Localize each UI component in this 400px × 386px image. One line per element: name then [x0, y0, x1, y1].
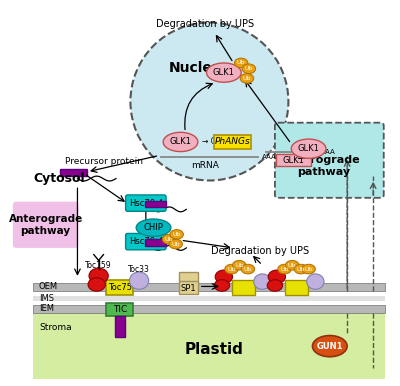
Text: Ub: Ub	[244, 267, 252, 272]
Ellipse shape	[291, 139, 326, 158]
FancyBboxPatch shape	[214, 135, 251, 149]
Text: Toc33: Toc33	[128, 264, 150, 274]
FancyBboxPatch shape	[60, 169, 87, 176]
Ellipse shape	[130, 272, 149, 290]
FancyBboxPatch shape	[178, 272, 198, 282]
Text: GLK1: GLK1	[282, 156, 304, 165]
Text: CHIP: CHIP	[144, 223, 164, 232]
Ellipse shape	[162, 234, 176, 244]
FancyBboxPatch shape	[33, 305, 385, 313]
Ellipse shape	[294, 264, 308, 274]
Text: → ON: → ON	[202, 137, 222, 146]
FancyBboxPatch shape	[13, 201, 78, 248]
Text: Retrograde
pathway: Retrograde pathway	[289, 155, 359, 177]
Ellipse shape	[302, 264, 315, 274]
FancyBboxPatch shape	[33, 313, 385, 379]
Ellipse shape	[169, 239, 182, 249]
Text: Ub: Ub	[165, 237, 173, 242]
Text: AAAA: AAAA	[316, 149, 336, 154]
FancyBboxPatch shape	[33, 283, 385, 291]
Text: Hsc70-4: Hsc70-4	[129, 199, 163, 208]
Text: Precursor protein: Precursor protein	[65, 157, 143, 166]
Ellipse shape	[234, 58, 248, 68]
Ellipse shape	[130, 22, 288, 181]
Ellipse shape	[206, 63, 241, 82]
Ellipse shape	[215, 270, 232, 284]
Text: SP1: SP1	[180, 284, 196, 293]
Text: IEM: IEM	[39, 304, 54, 313]
Text: GLK1: GLK1	[213, 68, 235, 77]
Text: Ub: Ub	[245, 66, 253, 71]
Ellipse shape	[267, 280, 283, 291]
Ellipse shape	[89, 268, 108, 284]
Ellipse shape	[278, 264, 291, 274]
Text: AAAA: AAAA	[262, 154, 282, 160]
Text: Ub: Ub	[288, 263, 296, 268]
Ellipse shape	[240, 74, 254, 83]
Ellipse shape	[232, 261, 246, 270]
Text: TIC: TIC	[113, 305, 127, 314]
FancyBboxPatch shape	[232, 280, 255, 295]
Text: Nucleus: Nucleus	[169, 61, 231, 75]
Text: Toc75: Toc75	[108, 283, 132, 292]
Ellipse shape	[136, 219, 171, 236]
Text: Ub: Ub	[235, 263, 244, 268]
Text: Ub: Ub	[237, 61, 246, 66]
FancyBboxPatch shape	[145, 201, 166, 207]
Ellipse shape	[268, 270, 286, 284]
Text: Anterograde
pathway: Anterograde pathway	[8, 214, 83, 235]
FancyBboxPatch shape	[145, 239, 166, 246]
FancyBboxPatch shape	[126, 234, 166, 250]
Text: mRNA: mRNA	[191, 161, 218, 169]
Ellipse shape	[286, 261, 299, 270]
Text: OEM: OEM	[39, 282, 58, 291]
Text: Cytosol: Cytosol	[33, 172, 85, 185]
Text: Degradation by UPS: Degradation by UPS	[156, 19, 254, 29]
Ellipse shape	[312, 335, 347, 357]
FancyBboxPatch shape	[106, 280, 133, 295]
Ellipse shape	[163, 132, 198, 152]
Text: Ub: Ub	[243, 76, 251, 81]
Text: Ub: Ub	[297, 267, 305, 272]
Text: Hsc70-4: Hsc70-4	[129, 237, 163, 246]
Text: GLK1: GLK1	[170, 137, 192, 146]
Text: Plastid: Plastid	[185, 342, 244, 357]
Text: Ub: Ub	[304, 267, 313, 272]
Ellipse shape	[170, 230, 183, 239]
FancyBboxPatch shape	[33, 296, 385, 301]
Text: Stroma: Stroma	[39, 323, 72, 332]
Text: Ub: Ub	[280, 267, 289, 272]
FancyBboxPatch shape	[284, 280, 308, 295]
Ellipse shape	[254, 274, 271, 290]
Ellipse shape	[225, 264, 238, 274]
Ellipse shape	[242, 64, 256, 74]
FancyBboxPatch shape	[106, 303, 133, 316]
Ellipse shape	[241, 264, 255, 274]
Text: Ub: Ub	[227, 267, 236, 272]
Text: GLK1: GLK1	[298, 144, 320, 153]
Text: Degradation by UPS: Degradation by UPS	[211, 246, 310, 256]
FancyBboxPatch shape	[276, 154, 310, 166]
Ellipse shape	[214, 280, 230, 291]
FancyBboxPatch shape	[126, 195, 166, 211]
Text: Ub: Ub	[172, 232, 181, 237]
FancyBboxPatch shape	[178, 281, 198, 294]
Text: Toc159: Toc159	[85, 261, 112, 270]
Text: GUN1: GUN1	[316, 342, 343, 350]
Text: PhANGs: PhANGs	[215, 137, 250, 146]
FancyBboxPatch shape	[275, 123, 384, 198]
Text: IMS: IMS	[39, 295, 54, 303]
Ellipse shape	[307, 274, 324, 290]
FancyBboxPatch shape	[115, 316, 125, 337]
Ellipse shape	[88, 278, 105, 291]
Text: Ub: Ub	[172, 242, 180, 247]
